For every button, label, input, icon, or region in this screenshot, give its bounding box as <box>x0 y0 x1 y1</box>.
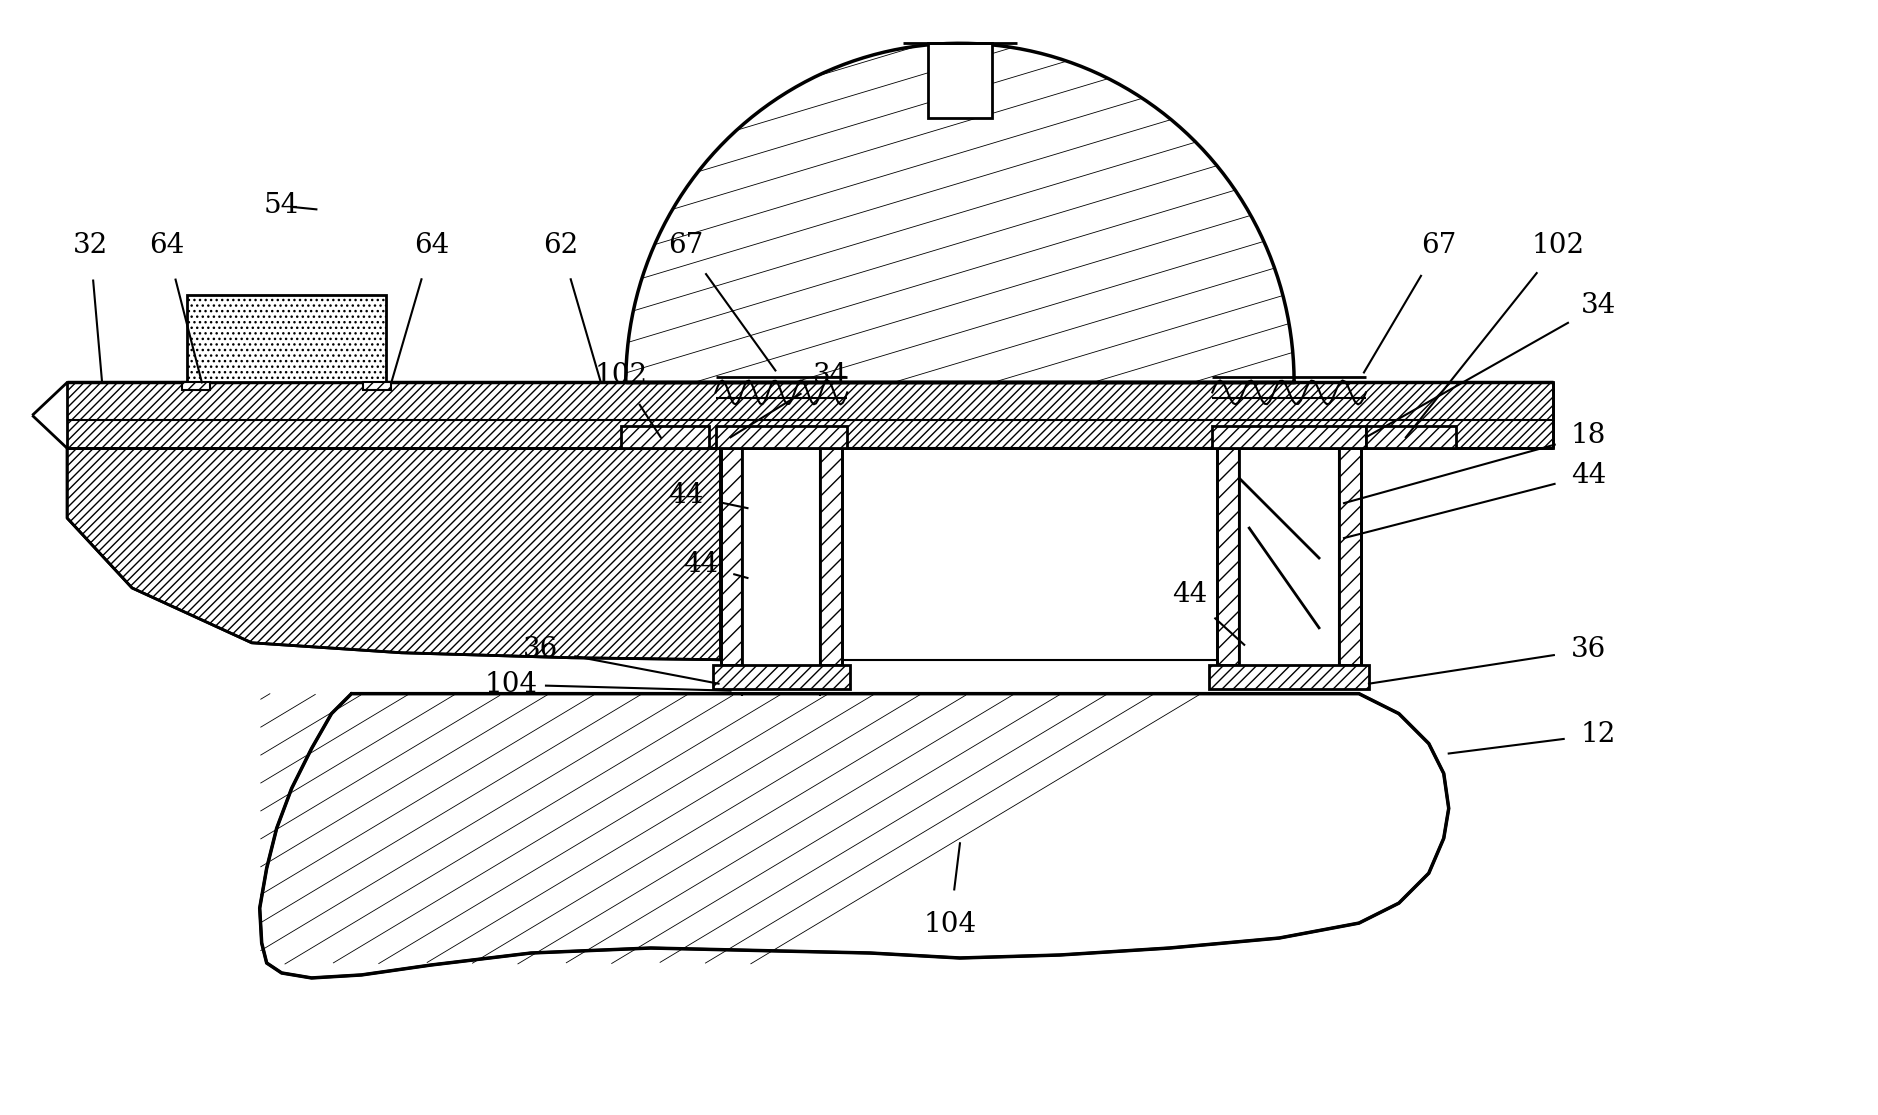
Text: 54: 54 <box>265 193 299 220</box>
PathPatch shape <box>68 448 721 660</box>
Text: 104: 104 <box>924 911 977 938</box>
Bar <box>1217 448 1239 665</box>
Text: 18: 18 <box>1570 421 1606 449</box>
Bar <box>188 294 387 382</box>
Polygon shape <box>625 43 1294 382</box>
Bar <box>1209 665 1369 689</box>
Bar <box>841 448 1217 660</box>
Bar <box>1339 448 1362 665</box>
Text: 104: 104 <box>485 671 537 698</box>
Text: 36: 36 <box>524 637 558 663</box>
Bar <box>721 448 742 665</box>
Bar <box>68 382 1553 448</box>
Text: 64: 64 <box>413 232 449 260</box>
Text: 36: 36 <box>1570 637 1606 663</box>
Bar <box>716 426 847 448</box>
Text: 67: 67 <box>1422 232 1457 260</box>
Bar <box>364 382 391 390</box>
Bar <box>182 382 210 390</box>
Text: 64: 64 <box>150 232 184 260</box>
Text: 44: 44 <box>1172 581 1208 609</box>
Bar <box>1213 426 1365 448</box>
Text: 102: 102 <box>1532 232 1585 260</box>
Bar <box>712 665 851 689</box>
PathPatch shape <box>841 448 1217 665</box>
Bar <box>1365 426 1455 448</box>
Text: 62: 62 <box>543 232 578 260</box>
Bar <box>622 426 708 448</box>
Text: 67: 67 <box>669 232 704 260</box>
Text: 44: 44 <box>669 482 702 508</box>
Bar <box>928 43 992 118</box>
Polygon shape <box>259 694 1448 978</box>
Text: 34: 34 <box>1581 292 1615 319</box>
Text: 44: 44 <box>1570 462 1606 488</box>
Text: 102: 102 <box>593 362 648 389</box>
Text: 32: 32 <box>73 232 107 260</box>
Text: 44: 44 <box>684 552 717 579</box>
Text: 12: 12 <box>1581 721 1617 748</box>
Bar <box>821 448 841 665</box>
Text: 34: 34 <box>813 362 847 389</box>
